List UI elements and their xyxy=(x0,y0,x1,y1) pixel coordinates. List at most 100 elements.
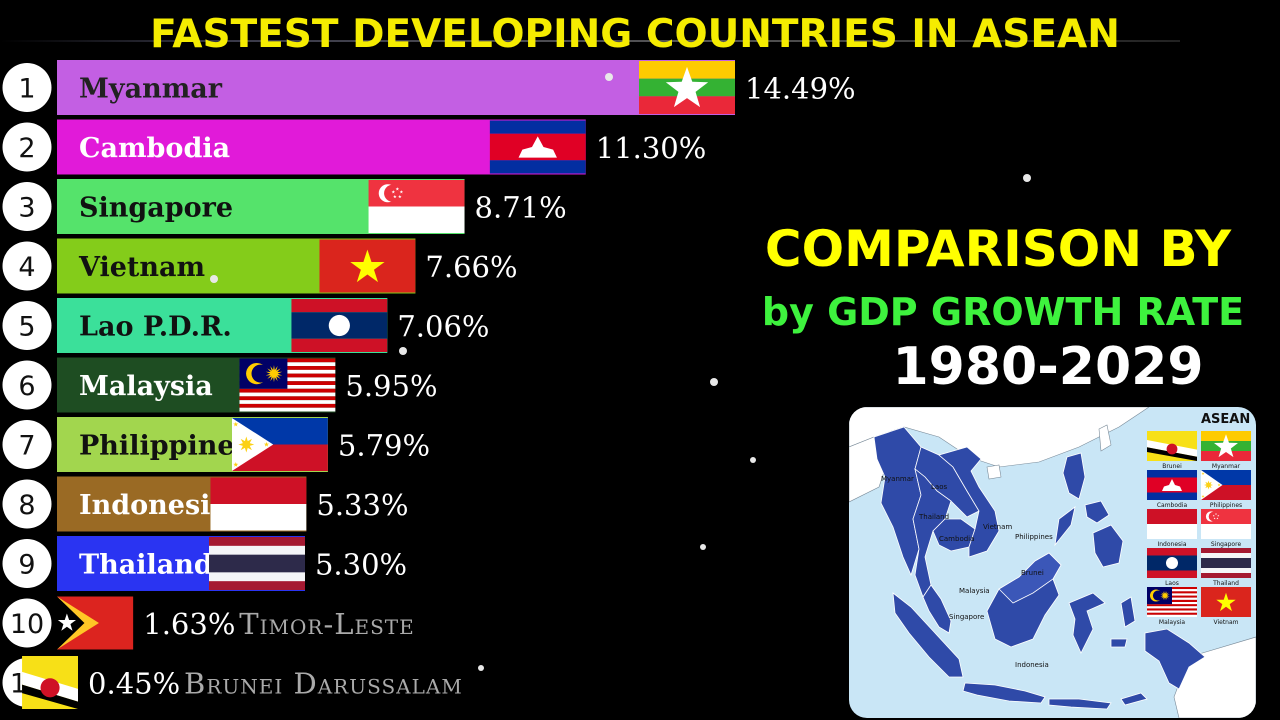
sparkle-dot xyxy=(210,275,218,283)
map-label: Vietnam xyxy=(983,523,1012,531)
legend-flag-philippines-icon xyxy=(1201,470,1251,500)
map-thailand xyxy=(912,467,952,598)
legend-flag-brunei-icon xyxy=(1147,431,1197,461)
legend-flag-thailand-icon xyxy=(1201,548,1251,578)
flag-singapore-icon xyxy=(368,180,465,233)
legend-label: Malaysia xyxy=(1159,619,1186,626)
rank-badge: 7 xyxy=(2,420,52,469)
bar xyxy=(57,60,735,115)
legend-flag-malaysia-icon xyxy=(1147,587,1197,617)
rank-number: 3 xyxy=(18,193,35,224)
map-papua xyxy=(1144,628,1206,690)
rank-badge: 8 xyxy=(2,479,52,529)
bar-row: 10 1.63% Timor-Leste xyxy=(2,595,414,651)
legend-flag-cambodia-icon xyxy=(1147,470,1197,500)
bar-label: Myanmar xyxy=(79,74,223,105)
bar-row: 2 Cambodia 11.30% xyxy=(2,119,707,175)
comparison-heading: COMPARISON BY xyxy=(764,220,1232,278)
bar-value-label: 11.30% xyxy=(596,131,707,165)
rank-circle xyxy=(2,301,52,350)
comparison-period: 1980-2029 xyxy=(892,337,1204,397)
map-label: Philippines xyxy=(1015,533,1053,541)
rank-number: 8 xyxy=(18,490,35,521)
comparison-metric: by GDP GROWTH RATE xyxy=(761,290,1245,334)
flag-brunei-icon xyxy=(22,656,79,709)
rank-circle xyxy=(2,539,52,588)
legend-label: Singapore xyxy=(1211,541,1242,548)
bar-value-label: 8.71% xyxy=(475,191,567,225)
bar-row: 6 Malaysia 5.95% xyxy=(2,357,438,413)
bar-label: Lao P.D.R. xyxy=(79,312,232,343)
bar-row: 1 Myanmar 14.49% xyxy=(2,60,856,115)
rank-circle xyxy=(2,241,52,291)
rank-circle xyxy=(2,122,52,172)
flag-malaysia-icon xyxy=(239,358,336,412)
rank-circle xyxy=(2,479,52,529)
bar-value-label: 5.95% xyxy=(345,369,437,403)
bar-label: Indonesia xyxy=(79,490,228,521)
bar-row: 9 Thailand 5.30% xyxy=(2,536,407,591)
bar-value-label: 5.30% xyxy=(315,548,407,582)
bar-row: 4 Vietnam 7.66% xyxy=(2,238,518,294)
flag-cambodia-icon xyxy=(489,120,586,174)
sparkle-dot xyxy=(399,347,407,355)
legend-label: Myanmar xyxy=(1212,463,1241,470)
map-label: Laos xyxy=(931,483,947,491)
legend-flag-indonesia-icon xyxy=(1147,509,1197,539)
sparkle-dot xyxy=(750,457,756,463)
bar-row: 110.45%Brunei Darussalam xyxy=(2,655,463,710)
map-myanmar xyxy=(873,426,922,577)
rank-number: 7 xyxy=(18,431,35,462)
rank-number: 6 xyxy=(18,371,35,402)
map-philippines xyxy=(1054,452,1124,568)
flag-myanmar-icon xyxy=(639,61,735,114)
flag-indonesia-icon xyxy=(210,477,307,531)
bar-label: Brunei Darussalam xyxy=(184,667,463,701)
legend-flag-laos-icon xyxy=(1147,548,1197,578)
bar-row: 7 Philippines 5.79% xyxy=(2,417,430,472)
asean-map: Myanmar Laos Thailand Cambodia Vietnam P… xyxy=(849,407,1256,718)
bar-label: Malaysia xyxy=(79,371,213,402)
rank-circle xyxy=(2,420,52,469)
legend-label: Vietnam xyxy=(1213,619,1238,626)
rank-badge: 10 xyxy=(2,598,52,648)
rank-circle xyxy=(2,182,52,231)
map-label: Cambodia xyxy=(939,535,974,543)
sparkle-dot xyxy=(1023,174,1031,182)
rank-badge: 1 xyxy=(2,63,52,112)
rank-badge: 3 xyxy=(2,182,52,231)
rank-badge: 6 xyxy=(2,360,52,410)
rank-badge: 4 xyxy=(2,241,52,291)
sparkle-dot xyxy=(710,378,718,386)
bar-label: Thailand xyxy=(79,550,213,581)
bar-label: Vietnam xyxy=(78,252,205,283)
legend-label: Thailand xyxy=(1212,580,1239,587)
title-underline xyxy=(0,40,1180,42)
legend-flag-myanmar-icon xyxy=(1201,431,1251,461)
legend-label: Laos xyxy=(1165,580,1179,587)
bar-value-label: 0.45% xyxy=(88,667,180,701)
rank-number: 9 xyxy=(18,550,35,581)
rank-badge: 5 xyxy=(2,301,52,350)
flag-vietnam-icon xyxy=(319,239,416,293)
sparkle-dot xyxy=(700,544,706,550)
bar-value-label: 7.66% xyxy=(425,250,517,284)
rank-number: 1 xyxy=(18,74,35,105)
map-legend: Brunei Myanmar Cambodia Philippines Indonesi… xyxy=(1147,431,1251,626)
rank-badge: 2 xyxy=(2,122,52,172)
bar-value-label: 7.06% xyxy=(397,310,489,344)
flag-thailand-icon xyxy=(208,537,305,590)
rank-circle xyxy=(2,63,52,112)
map-label: Brunei xyxy=(1021,569,1044,577)
legend-flag-singapore-icon xyxy=(1201,509,1251,539)
bar-value-label: 5.79% xyxy=(338,429,430,463)
map-title: ASEAN xyxy=(1201,412,1250,427)
rank-number: 2 xyxy=(18,133,35,164)
asean-map-graphic: Myanmar Laos Thailand Cambodia Vietnam P… xyxy=(849,407,1256,718)
chart-title: FASTEST DEVELOPING COUNTRIES IN ASEAN xyxy=(150,12,1120,57)
map-vietnam xyxy=(938,446,1000,558)
map-label: Thailand xyxy=(918,513,949,521)
bar-row: 3 Singapore 8.71% xyxy=(2,179,567,234)
legend-label: Cambodia xyxy=(1157,502,1188,509)
